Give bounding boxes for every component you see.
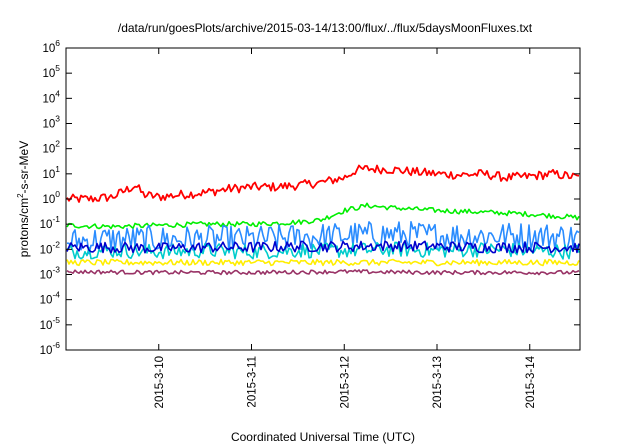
- series-layer: [66, 164, 580, 276]
- y-tick-exponent: -4: [52, 290, 60, 300]
- y-tick-base: 10: [42, 43, 55, 55]
- y-tick-exponent: -5: [52, 315, 60, 325]
- y-tick-label: 103: [42, 114, 60, 131]
- series-line: [66, 202, 580, 230]
- y-tick-label: 10-2: [40, 239, 61, 256]
- y-tick-exponent: 5: [55, 63, 60, 73]
- series-line: [66, 221, 580, 255]
- y-tick-label: 10-4: [40, 290, 61, 307]
- y-tick-label: 106: [42, 38, 60, 55]
- y-axis-title-tail: -s-sr-MeV: [17, 141, 31, 194]
- y-tick-base: 10: [40, 345, 53, 357]
- y-tick-exponent: 2: [55, 139, 60, 149]
- y-tick-base: 10: [42, 169, 55, 181]
- x-tick-label: 2015-3-12: [339, 356, 351, 408]
- y-tick-label: 105: [42, 63, 60, 80]
- y-tick-label: 10-1: [40, 214, 61, 231]
- plot-frame: [65, 47, 581, 351]
- y-tick-label: 100: [42, 189, 60, 206]
- y-tick-base: 10: [40, 295, 53, 307]
- y-tick-label: 102: [42, 139, 60, 156]
- y-tick-exponent: 6: [55, 38, 60, 48]
- y-tick-base: 10: [40, 270, 53, 282]
- y-tick-exponent: -3: [52, 265, 60, 275]
- y-tick-label: 10-6: [40, 340, 61, 357]
- y-tick-base: 10: [42, 93, 55, 105]
- y-tick-base: 10: [40, 320, 53, 332]
- y-axis-title: protons/cm2-s-sr-MeV: [16, 141, 31, 257]
- y-tick-exponent: 1: [55, 164, 60, 174]
- y-tick-base: 10: [40, 219, 53, 231]
- x-axis-title: Coordinated Universal Time (UTC): [231, 430, 415, 444]
- y-axis: 10-610-510-410-310-210-11001011021031041…: [40, 38, 580, 357]
- x-tick-label: 2015-3-11: [247, 356, 259, 408]
- y-tick-exponent: -2: [52, 239, 60, 249]
- series-line: [66, 239, 580, 254]
- y-tick-label: 10-5: [40, 315, 61, 332]
- y-axis-title-sup: 2: [16, 193, 25, 198]
- x-tick-label: 2015-3-14: [525, 355, 537, 408]
- x-tick-label: 2015-3-10: [154, 356, 166, 408]
- x-tick-label: 2015-3-13: [432, 356, 444, 408]
- y-tick-base: 10: [42, 194, 55, 206]
- y-tick-base: 10: [40, 244, 53, 256]
- chart-title: /data/run/goesPlots/archive/2015-03-14/1…: [118, 21, 533, 35]
- y-tick-label: 10-3: [40, 265, 61, 282]
- y-tick-exponent: 0: [55, 189, 60, 199]
- y-tick-base: 10: [42, 68, 55, 80]
- y-tick-exponent: 3: [55, 114, 60, 124]
- y-tick-label: 104: [42, 88, 60, 105]
- y-tick-label: 101: [42, 164, 60, 181]
- y-tick-base: 10: [42, 119, 55, 131]
- y-tick-exponent: 4: [55, 88, 60, 98]
- y-tick-exponent: -1: [52, 214, 60, 224]
- series-line: [66, 164, 580, 203]
- y-tick-exponent: -6: [52, 340, 60, 350]
- series-line: [66, 258, 580, 267]
- y-axis-title-main: protons/cm: [17, 198, 31, 257]
- x-axis: 2015-3-10 2015-3-11 2015-3-12 2015-3-13 2015…: [154, 48, 537, 408]
- y-tick-base: 10: [42, 144, 55, 156]
- series-line: [66, 269, 580, 276]
